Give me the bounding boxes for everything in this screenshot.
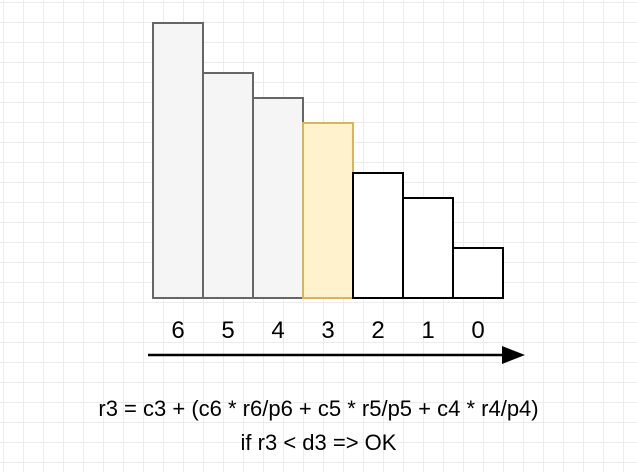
bar-2 <box>352 172 404 299</box>
index-label-0: 0 <box>471 317 484 344</box>
index-label-6: 6 <box>171 317 184 344</box>
bar-1 <box>402 197 454 299</box>
bar-4 <box>252 97 304 299</box>
bar-6 <box>152 22 204 299</box>
formula-line-1: r3 = c3 + (c6 * r6/p6 + c5 * r5/p5 + c4 … <box>98 396 539 421</box>
formula-condition: if r3 < d3 => OK <box>240 430 397 455</box>
index-label-3: 3 <box>321 317 334 344</box>
index-label-4: 4 <box>271 317 284 344</box>
index-label-2: 2 <box>371 317 384 344</box>
bars-group <box>152 22 504 299</box>
index-label-1: 1 <box>421 317 434 344</box>
bar-diagram: 6 5 4 3 2 1 0 <box>148 22 525 364</box>
bar-3 <box>302 122 354 299</box>
index-label-5: 5 <box>221 317 234 344</box>
index-labels: 6 5 4 3 2 1 0 <box>171 317 484 344</box>
bar-5 <box>202 72 254 299</box>
bar-0 <box>452 247 504 299</box>
direction-arrow <box>148 346 525 364</box>
